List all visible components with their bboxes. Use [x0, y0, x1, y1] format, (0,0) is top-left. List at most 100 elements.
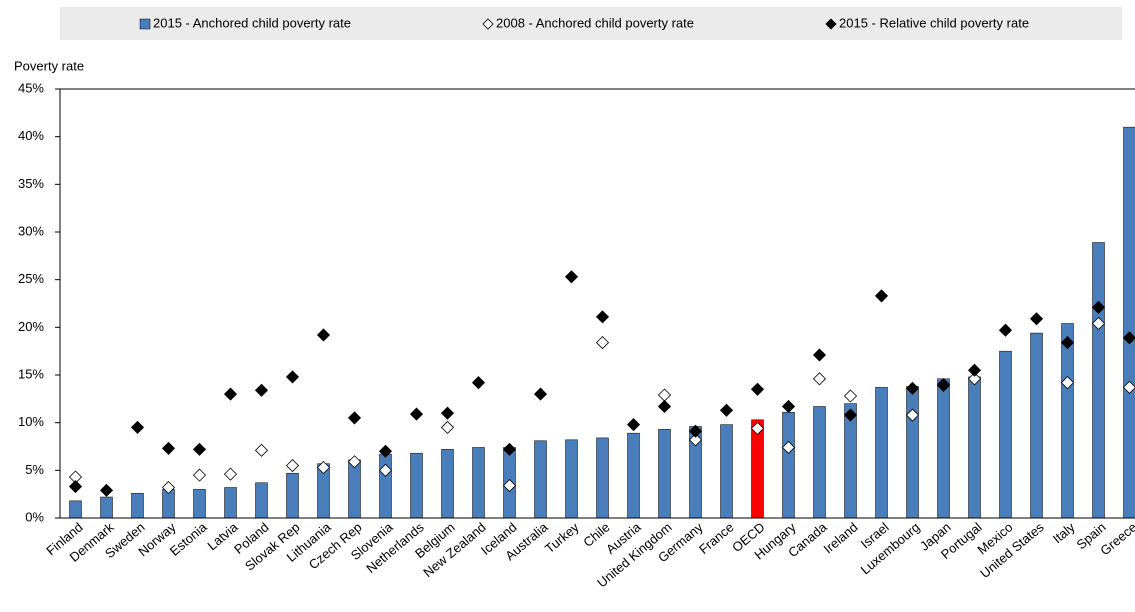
marker — [316, 460, 331, 475]
x-tick-label: France — [696, 519, 737, 557]
marker — [254, 383, 269, 397]
bar — [1123, 126, 1135, 519]
marker — [409, 407, 424, 421]
marker — [1029, 312, 1044, 326]
marker — [378, 444, 393, 458]
y-tick-label: 0% — [25, 509, 44, 524]
marker — [998, 323, 1013, 337]
marker — [285, 370, 300, 384]
marker — [1122, 380, 1135, 394]
marker — [874, 289, 889, 303]
y-axis-label: Poverty rate — [14, 58, 84, 73]
marker — [750, 382, 765, 396]
bar — [255, 482, 268, 519]
marker — [812, 348, 827, 362]
marker — [657, 388, 672, 402]
marker — [347, 411, 362, 425]
marker — [502, 442, 517, 456]
marker — [967, 363, 982, 377]
bar — [193, 489, 206, 519]
legend-swatch — [139, 18, 151, 30]
legend-swatch — [825, 18, 837, 30]
marker — [905, 381, 920, 395]
bar — [720, 424, 733, 519]
bar — [131, 492, 144, 519]
marker — [719, 403, 734, 417]
y-tick-label: 15% — [18, 366, 44, 381]
bar — [999, 350, 1012, 519]
marker — [68, 479, 83, 494]
marker — [750, 421, 765, 435]
legend-label: 2015 - Anchored child poverty rate — [153, 15, 351, 30]
bar — [782, 411, 795, 519]
x-tick-label: Turkey — [542, 519, 582, 556]
legend-swatch — [482, 18, 494, 30]
bar — [596, 437, 609, 519]
bar — [906, 386, 919, 519]
bar — [441, 449, 454, 519]
marker — [781, 399, 796, 414]
bar — [813, 406, 826, 519]
marker — [1060, 336, 1075, 350]
marker — [1060, 376, 1075, 390]
marker — [967, 372, 982, 386]
marker — [440, 406, 455, 420]
bar — [379, 453, 392, 519]
marker — [99, 483, 114, 497]
marker — [812, 372, 827, 386]
bar — [937, 378, 950, 519]
y-tick-label: 45% — [18, 80, 44, 95]
y-tick-label: 35% — [18, 176, 44, 191]
y-tick-label: 25% — [18, 271, 44, 286]
marker — [688, 424, 703, 438]
marker — [161, 441, 176, 455]
bar — [224, 487, 237, 519]
bar — [968, 376, 981, 519]
bar — [627, 432, 640, 519]
bar — [69, 500, 82, 519]
bar — [1030, 332, 1043, 519]
marker — [316, 328, 331, 342]
bar — [1061, 323, 1074, 519]
marker — [533, 387, 548, 401]
y-tick-label: 40% — [18, 128, 44, 143]
marker — [843, 408, 858, 422]
marker — [843, 389, 858, 403]
y-tick-label: 5% — [25, 462, 44, 477]
marker — [192, 468, 207, 482]
marker — [223, 467, 238, 481]
y-tick-label: 30% — [18, 223, 44, 238]
bar — [100, 496, 113, 519]
marker — [161, 480, 176, 495]
bar — [534, 440, 547, 519]
marker — [130, 420, 145, 434]
legend-label: 2015 - Relative child poverty rate — [839, 15, 1029, 30]
y-tick-label: 20% — [18, 319, 44, 334]
marker — [285, 459, 300, 473]
marker — [936, 377, 951, 392]
marker — [626, 418, 641, 432]
bar — [286, 472, 299, 519]
bar — [565, 439, 578, 519]
bar — [658, 429, 671, 519]
marker — [223, 387, 238, 401]
marker — [347, 455, 362, 469]
marker — [781, 440, 796, 455]
marker — [595, 310, 610, 324]
x-tick-label: Ireland — [821, 519, 861, 556]
marker — [471, 376, 486, 390]
bar — [348, 459, 361, 519]
marker — [378, 463, 393, 477]
marker — [595, 336, 610, 350]
marker — [1091, 316, 1106, 331]
bar — [1092, 242, 1105, 519]
marker — [254, 443, 269, 457]
marker — [440, 420, 455, 434]
bar — [875, 387, 888, 519]
marker — [688, 433, 703, 447]
bar — [410, 452, 423, 519]
marker — [502, 479, 517, 493]
y-tick-label: 10% — [18, 414, 44, 429]
marker — [564, 270, 579, 284]
